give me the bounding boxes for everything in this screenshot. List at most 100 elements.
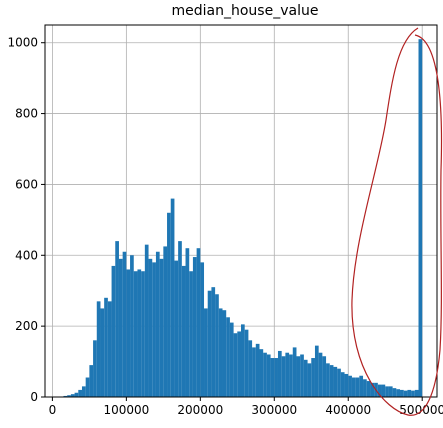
histogram-bar — [204, 308, 208, 397]
histogram-bar — [370, 382, 375, 397]
histogram-bar — [311, 358, 315, 397]
histogram-bar — [388, 386, 393, 397]
histogram-bar — [122, 251, 127, 397]
y-tick-label: 800 — [15, 107, 38, 121]
histogram-bar — [259, 349, 264, 397]
histogram-bar — [248, 340, 253, 397]
histogram-bar — [244, 329, 249, 397]
histogram-bar — [307, 363, 312, 397]
y-tick-label: 400 — [15, 248, 38, 262]
histogram-bar — [155, 251, 160, 397]
histogram-bar — [351, 377, 356, 397]
x-tick-label: 100000 — [103, 403, 149, 417]
histogram-bar — [237, 331, 241, 397]
histogram-bar — [207, 290, 212, 397]
histogram-bar — [274, 358, 278, 397]
histogram-bar — [289, 354, 293, 397]
histogram-bar — [118, 258, 123, 397]
histogram-bar — [392, 388, 397, 397]
histogram-bar — [189, 271, 193, 397]
histogram-bar — [403, 390, 408, 397]
histogram-bar — [167, 212, 171, 397]
histogram-bar — [414, 389, 419, 397]
bars-layer — [63, 39, 423, 398]
red-ellipse-annotation — [351, 27, 443, 416]
histogram-bar — [185, 248, 190, 397]
histogram-bar — [366, 381, 371, 397]
histogram-bar — [211, 287, 216, 397]
histogram-bar — [296, 356, 301, 397]
histogram-bar — [111, 265, 116, 397]
histogram-bar — [322, 356, 327, 397]
histogram-bar — [144, 244, 149, 397]
histogram-bar — [159, 258, 164, 397]
x-tick-label: 300000 — [251, 403, 297, 417]
histogram-bar — [396, 389, 401, 397]
histogram-bar — [107, 301, 112, 397]
histogram-bar — [277, 350, 282, 397]
histogram-bar — [229, 322, 234, 397]
histogram-bar — [377, 384, 382, 397]
histogram-bar — [411, 390, 415, 397]
histogram-bar — [89, 365, 94, 397]
histogram-bar — [192, 257, 197, 397]
histogram-bar — [303, 359, 308, 397]
histogram-bar — [314, 345, 319, 397]
annotation-layer — [351, 27, 443, 416]
histogram-bar — [252, 347, 256, 397]
histogram-bar — [133, 271, 138, 397]
histogram-bar — [96, 301, 101, 397]
histogram-bar — [181, 265, 186, 397]
histogram-bar — [174, 260, 179, 397]
plot-border — [44, 24, 438, 398]
histogram-bar — [344, 373, 349, 397]
y-tick-label: 600 — [15, 177, 38, 191]
histogram-bar — [148, 258, 153, 397]
histogram-bar — [292, 347, 297, 397]
histogram-bar — [115, 241, 119, 397]
y-tick-label: 200 — [15, 319, 38, 333]
histogram-bar — [215, 294, 219, 397]
histogram-bar — [418, 39, 423, 398]
histogram-bar — [285, 352, 290, 397]
histogram-bar — [226, 317, 230, 397]
histogram-bar — [218, 308, 223, 397]
x-axis-ticks: 0 100000 200000 300000 400000 500000 — [49, 397, 443, 417]
histogram-bar — [81, 386, 86, 397]
x-tick-label: 200000 — [177, 403, 223, 417]
histogram-bar — [137, 269, 142, 397]
histogram-bar — [178, 241, 182, 397]
histogram-bar — [67, 395, 71, 397]
histogram-bar — [63, 395, 68, 397]
y-tick-label: 0 — [30, 390, 38, 404]
histogram-bar — [222, 310, 227, 397]
histogram-bar — [326, 363, 330, 397]
histogram-bar — [85, 377, 90, 397]
histogram-bar — [196, 248, 201, 397]
histogram-bar — [100, 308, 105, 397]
histogram-bar — [141, 271, 145, 397]
histogram-bar — [348, 375, 352, 397]
histogram-bar — [340, 372, 345, 397]
histogram-bar — [270, 358, 275, 397]
histogram-bar — [126, 269, 131, 397]
histogram-bar — [329, 365, 334, 397]
histogram-bar — [337, 368, 341, 397]
histogram-bar — [170, 198, 175, 397]
histogram-bar — [255, 343, 260, 397]
histogram-bar — [233, 333, 238, 397]
y-axis-ticks: 0 200 400 600 800 1000 — [7, 36, 45, 404]
histogram-bar — [263, 352, 267, 397]
histogram-bar — [333, 366, 338, 397]
axes-frame — [44, 24, 438, 398]
chart-title: median_house_value — [172, 3, 319, 19]
histogram-bar — [74, 392, 79, 397]
x-tick-label: 500000 — [399, 403, 443, 417]
histogram-bar — [241, 324, 245, 397]
histogram-bar — [363, 379, 367, 397]
histogram-bar — [78, 389, 82, 397]
histogram-bar — [163, 246, 168, 397]
histogram-bar — [130, 255, 134, 397]
